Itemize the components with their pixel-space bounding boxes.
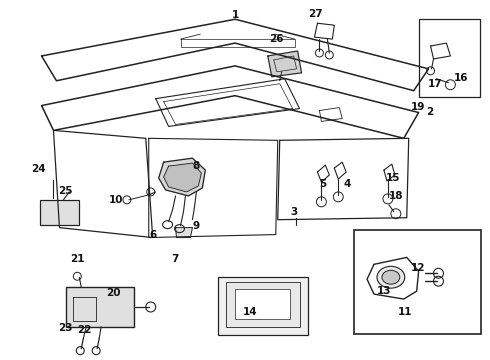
Text: 19: 19 <box>411 102 425 112</box>
Text: 10: 10 <box>109 195 123 204</box>
Polygon shape <box>367 257 418 299</box>
Text: 8: 8 <box>193 161 200 171</box>
Bar <box>40 200 79 225</box>
Text: 12: 12 <box>410 262 425 273</box>
Polygon shape <box>175 228 193 238</box>
Text: 13: 13 <box>376 286 391 296</box>
Bar <box>226 282 299 327</box>
Polygon shape <box>164 163 201 192</box>
Text: 2: 2 <box>426 107 433 117</box>
Text: 23: 23 <box>58 323 73 333</box>
Text: 27: 27 <box>308 9 323 19</box>
Text: 1: 1 <box>232 10 239 20</box>
Text: 18: 18 <box>389 191 403 201</box>
Text: 14: 14 <box>243 307 257 317</box>
Text: 7: 7 <box>171 253 178 264</box>
Text: 4: 4 <box>343 179 351 189</box>
Text: 21: 21 <box>70 253 84 264</box>
Text: 17: 17 <box>427 78 442 89</box>
Polygon shape <box>74 297 96 321</box>
Text: 9: 9 <box>193 221 200 231</box>
Text: 5: 5 <box>319 179 326 189</box>
Bar <box>354 230 481 334</box>
Text: 3: 3 <box>290 207 297 217</box>
Text: 22: 22 <box>77 325 92 335</box>
Bar <box>418 19 480 96</box>
Text: 26: 26 <box>270 34 284 44</box>
Text: 16: 16 <box>454 73 468 83</box>
Ellipse shape <box>377 266 405 288</box>
Bar <box>66 287 134 327</box>
Text: 6: 6 <box>149 230 156 240</box>
Bar <box>218 277 308 335</box>
Text: 11: 11 <box>398 307 413 317</box>
Text: 25: 25 <box>58 186 73 196</box>
Polygon shape <box>159 158 205 196</box>
Ellipse shape <box>382 270 400 284</box>
Text: 20: 20 <box>106 288 121 297</box>
Text: 24: 24 <box>31 164 46 174</box>
Text: 15: 15 <box>386 173 400 183</box>
Polygon shape <box>268 51 301 77</box>
Bar <box>235 289 290 319</box>
